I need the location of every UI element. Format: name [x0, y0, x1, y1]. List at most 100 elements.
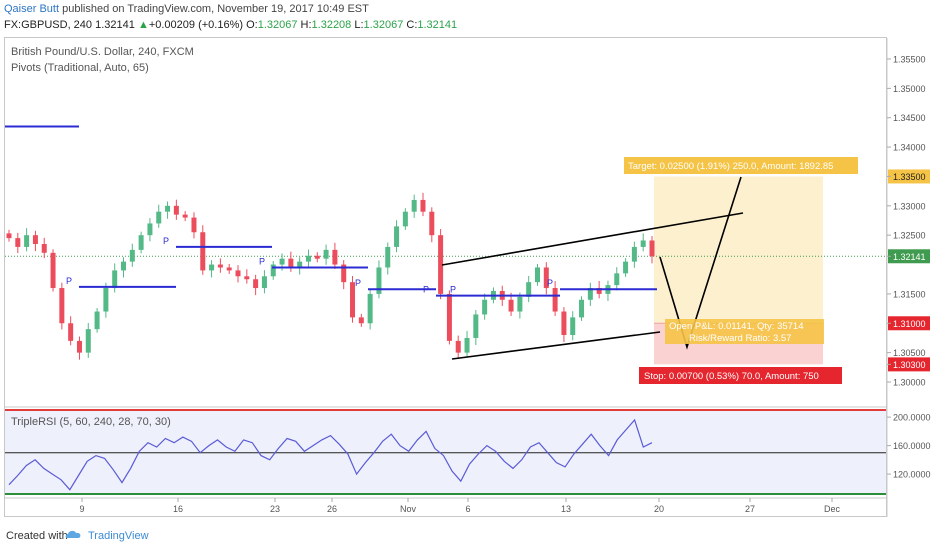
- rsi-tick-label: 200.0000: [893, 413, 931, 423]
- candle-body: [50, 252, 56, 289]
- candle-body: [156, 211, 162, 224]
- candle-body: [261, 276, 267, 289]
- price-axis-tag: [888, 169, 930, 184]
- target-zone: [654, 176, 823, 324]
- price-change: +0.00209 (+0.16%): [148, 19, 244, 31]
- price-tick-label: 1.33000: [893, 201, 926, 211]
- candle-body: [350, 282, 356, 318]
- price-tick-label: 1.30500: [893, 348, 926, 358]
- price-tick-label: 1.30300: [893, 360, 926, 370]
- symbol-label: FX:GBPUSD, 240: [4, 19, 93, 31]
- pivot-label: P: [66, 276, 72, 286]
- candle-body: [32, 235, 38, 244]
- candle-body: [552, 288, 558, 312]
- candle-body: [341, 264, 347, 283]
- candle-body: [623, 261, 629, 274]
- candle-body: [297, 261, 303, 268]
- price-axis-tag: [888, 357, 930, 372]
- candle-body: [305, 255, 311, 262]
- high-label: H:: [300, 19, 312, 31]
- candle-body: [473, 314, 479, 338]
- open-label: O:: [246, 19, 258, 31]
- author-link[interactable]: Qaiser Butt: [4, 3, 60, 15]
- price-tick-label: 1.30000: [893, 378, 926, 388]
- pnl-box: [665, 319, 824, 344]
- candle-body: [526, 282, 532, 297]
- candle-body: [244, 276, 250, 280]
- price-tick-label: 1.31500: [893, 289, 926, 299]
- candle-body: [138, 235, 144, 250]
- candle-body: [288, 258, 294, 268]
- candle-body: [6, 233, 12, 239]
- candle-body: [446, 293, 452, 341]
- pivot-label: P: [547, 278, 553, 288]
- rsi-indicator-label: TripleRSI (5, 60, 240, 28, 70, 30): [11, 416, 171, 428]
- close-value: 1.32141: [417, 19, 458, 31]
- up-arrow-icon: ▲: [137, 19, 149, 31]
- channel-lower-line: [451, 331, 661, 360]
- stop-label: Stop: 0.00700 (0.53%) 70.0, Amount: 750: [644, 371, 819, 382]
- candle-body: [191, 217, 197, 233]
- candle-body: [394, 226, 400, 247]
- candle-body: [279, 258, 285, 265]
- candle-body: [165, 205, 171, 212]
- price-tick-label: 1.32500: [893, 231, 926, 241]
- candle-body: [217, 264, 223, 268]
- pivot-label: P: [163, 236, 169, 246]
- price-tick-label: 1.34500: [893, 113, 926, 123]
- price-tick-label: 1.32141: [893, 252, 926, 262]
- candle-body: [68, 323, 74, 341]
- candle-body: [59, 288, 65, 324]
- candle-body: [579, 299, 585, 318]
- candle-body: [173, 205, 179, 215]
- published-text: published on TradingView.com, November 1…: [62, 3, 369, 15]
- tradingview-brand[interactable]: TradingView: [88, 530, 149, 542]
- candle-body: [420, 199, 426, 212]
- candle-body: [332, 249, 338, 265]
- created-with-text: Created with: [6, 530, 68, 542]
- candle-body: [314, 255, 320, 259]
- candle-body: [323, 249, 329, 259]
- candle-body: [182, 214, 188, 218]
- candle-body: [429, 211, 435, 236]
- price-tick-label: 1.31000: [893, 319, 926, 329]
- candle-body: [596, 288, 602, 294]
- candle-body: [129, 249, 135, 262]
- candle-body: [482, 299, 488, 315]
- pivot-label: P: [259, 256, 265, 266]
- candle-body: [614, 273, 620, 286]
- candle-body: [121, 261, 127, 271]
- candle-body: [561, 311, 567, 336]
- rsi-tick-label: 120.0000: [893, 470, 931, 480]
- projection-path: [659, 176, 742, 350]
- time-tick-label: 20: [654, 504, 664, 514]
- pnl-line2: Risk/Reward Ratio: 3.57: [689, 333, 791, 344]
- time-tick-label: 23: [270, 504, 280, 514]
- time-tick-label: 9: [79, 504, 84, 514]
- price-tick-label: 1.34000: [893, 143, 926, 153]
- candle-body: [402, 211, 408, 227]
- candle-body: [464, 337, 470, 353]
- high-value: 1.32208: [311, 19, 352, 31]
- low-label: L:: [354, 19, 364, 31]
- candle-body: [85, 329, 91, 353]
- candle-body: [534, 267, 540, 283]
- candle-body: [455, 340, 461, 353]
- candle-body: [508, 299, 514, 312]
- candle-body: [94, 311, 100, 330]
- price-tick-label: 1.33500: [893, 172, 926, 182]
- candle-body: [640, 240, 646, 247]
- candle-body: [112, 270, 118, 289]
- open-value: 1.32067: [257, 19, 298, 31]
- rsi-pane-background: [5, 410, 887, 494]
- price-tick-label: 1.35500: [893, 55, 926, 65]
- candle-body: [253, 279, 259, 289]
- publish-line: Qaiser Butt published on TradingView.com…: [4, 3, 369, 15]
- candle-body: [76, 340, 82, 353]
- pivots-indicator-label: Pivots (Traditional, Auto, 65): [11, 62, 149, 74]
- price-chart[interactable]: P P P P P P P Target: 0.02500 (1.91%) 250.0, Am…: [0, 0, 932, 522]
- candle-body: [411, 199, 417, 212]
- low-value: 1.32067: [363, 19, 404, 31]
- candle-body: [649, 240, 655, 257]
- ohlc-line: FX:GBPUSD, 240 1.32141 ▲+0.00209 (+0.16%…: [4, 19, 457, 31]
